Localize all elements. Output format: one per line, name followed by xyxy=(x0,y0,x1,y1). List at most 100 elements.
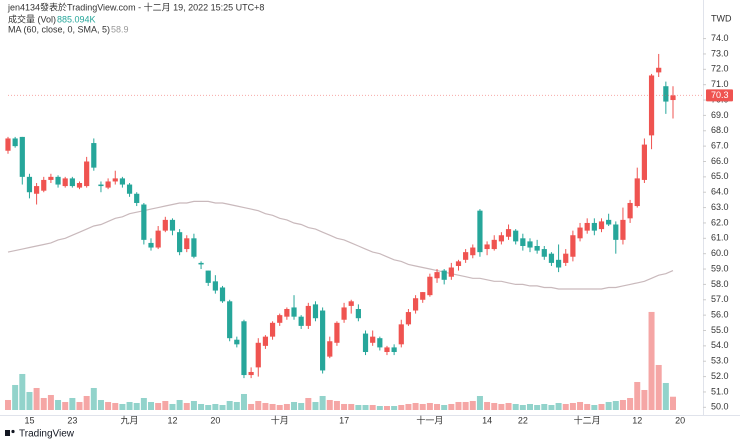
x-tick-label: 20 xyxy=(210,415,220,425)
candle-body xyxy=(527,241,533,248)
volume-bar xyxy=(291,401,298,410)
volume-bar xyxy=(362,404,369,410)
volume-bar xyxy=(26,391,33,410)
candle-body xyxy=(327,341,333,357)
x-tick-label: 九月 xyxy=(121,415,139,425)
x-tick-label: 17 xyxy=(339,415,349,425)
candle-body xyxy=(434,272,440,279)
ma-legend-value: 58.9 xyxy=(111,24,129,34)
candle-body xyxy=(119,178,126,185)
volume-bar xyxy=(33,387,40,410)
volume-bar xyxy=(419,403,426,410)
volume-bar xyxy=(605,401,612,410)
volume-bar xyxy=(162,400,169,410)
y-tick-label: 71.0 xyxy=(711,79,729,89)
volume-bar xyxy=(569,402,576,410)
candle-body xyxy=(198,262,204,265)
candle-body xyxy=(105,181,111,188)
x-tick-label: 十月 xyxy=(271,414,289,425)
volume-bar xyxy=(226,400,233,410)
candle-body xyxy=(648,75,655,136)
candle-body xyxy=(291,307,297,317)
volume-bar xyxy=(105,401,112,410)
y-tick-label: 72.0 xyxy=(711,64,729,74)
candle-body xyxy=(427,276,433,296)
candle-body xyxy=(19,136,25,177)
candle-body xyxy=(205,270,211,283)
volume-bar xyxy=(598,403,605,410)
volume-bar xyxy=(426,402,433,410)
candle-body xyxy=(284,308,290,317)
candle-body xyxy=(262,336,269,346)
y-tick-label: 62.0 xyxy=(711,217,729,227)
candle-body xyxy=(513,230,519,242)
volume-bar xyxy=(655,364,662,410)
candle-body xyxy=(441,270,447,280)
volume-bar xyxy=(219,404,226,410)
volume-bar xyxy=(212,403,219,410)
candle-body xyxy=(5,138,11,151)
candle-body xyxy=(377,338,383,348)
candle-body xyxy=(148,242,154,248)
volume-bar xyxy=(641,389,648,410)
candle-body xyxy=(277,315,283,323)
candle-body xyxy=(670,95,676,101)
volume-bar xyxy=(240,393,247,410)
volume-bar xyxy=(90,387,97,410)
y-tick-label: 60.0 xyxy=(711,248,729,258)
candle-body xyxy=(41,179,47,191)
volume-legend-value: 885.094K xyxy=(57,14,96,24)
candle-body xyxy=(634,178,640,207)
volume-bar xyxy=(341,403,348,410)
volume-bar xyxy=(47,394,54,410)
y-tick-label: 67.0 xyxy=(711,141,729,151)
x-tick-label: 12 xyxy=(167,415,177,425)
last-price-label: 70.3 xyxy=(711,90,729,100)
y-tick-label: 61.0 xyxy=(711,233,729,243)
volume-bar xyxy=(255,400,262,410)
y-tick-label: 52.0 xyxy=(711,371,729,381)
candle-body xyxy=(455,261,462,266)
ma-legend-name: MA (60, close, 0, SMA, 5) xyxy=(8,24,110,34)
volume-bar xyxy=(283,403,290,410)
logo-text: TradingView xyxy=(19,429,75,440)
candle-body xyxy=(26,176,33,193)
volume-bar xyxy=(627,397,634,410)
candle-body xyxy=(627,202,633,219)
candle-body xyxy=(656,67,662,73)
volume-bar xyxy=(119,403,126,410)
currency-label: TWD xyxy=(711,13,732,23)
candle-body xyxy=(227,301,233,339)
y-tick-label: 55.0 xyxy=(711,325,729,335)
y-tick-label: 51.0 xyxy=(711,386,729,396)
volume-bar xyxy=(262,402,269,410)
candle-body xyxy=(320,310,326,371)
x-tick-label: 20 xyxy=(675,415,685,425)
candle-body xyxy=(370,336,376,343)
candle-body xyxy=(248,371,254,376)
volume-bar xyxy=(491,402,498,410)
candle-body xyxy=(598,221,605,230)
volume-bar xyxy=(176,399,183,410)
candle-body xyxy=(141,204,147,240)
candle-body xyxy=(606,219,612,225)
candle-body xyxy=(134,193,140,203)
volume-bar xyxy=(648,311,655,410)
candle-body xyxy=(69,178,75,187)
y-tick-label: 68.0 xyxy=(711,125,729,135)
volume-bar xyxy=(233,401,240,410)
candle-body xyxy=(405,312,412,325)
candle-body xyxy=(498,235,504,242)
candle-body xyxy=(212,281,218,291)
candle-body xyxy=(191,238,197,257)
y-tick-label: 59.0 xyxy=(711,263,729,273)
volume-bar xyxy=(448,403,455,410)
ma-line xyxy=(7,200,674,290)
y-tick-label: 58.0 xyxy=(711,279,729,289)
last-price-badge xyxy=(706,89,733,102)
logo: TradingView xyxy=(5,429,75,440)
candle-body xyxy=(55,176,61,185)
volume-bar xyxy=(333,400,340,410)
